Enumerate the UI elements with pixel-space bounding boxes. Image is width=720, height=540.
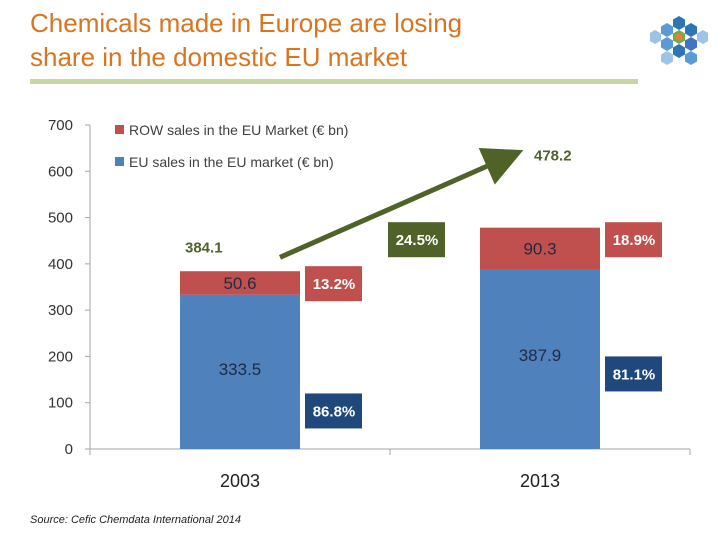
y-tick-label: 200	[48, 348, 73, 365]
bar-eu-2003	[180, 294, 300, 449]
legend-label-eu: EU sales in the EU market (€ bn)	[129, 154, 334, 170]
row-share-label: 13.2%	[313, 276, 356, 293]
y-tick-label: 700	[48, 117, 73, 134]
bar-row-2013	[480, 227, 600, 270]
eu-share-box-bg	[305, 393, 362, 429]
eu-share-label: 81.1%	[613, 366, 656, 383]
eu-share-box: 81.1%	[605, 356, 662, 392]
eu-share-box-bg	[605, 356, 662, 392]
y-tick-label: 0	[65, 441, 73, 458]
title-underline	[30, 79, 638, 84]
row-value-label: 90.3	[523, 240, 556, 259]
source-note: Source: Cefic Chemdata International 201…	[30, 514, 241, 526]
row-share-box: 13.2%	[305, 266, 362, 302]
row-share-box-bg	[605, 222, 662, 258]
title-line-2: share in the domestic EU market	[30, 42, 408, 72]
eu-value-label: 333.5	[219, 360, 262, 379]
legend-swatch-eu	[115, 157, 124, 166]
y-tick-label: 600	[48, 163, 73, 180]
y-tick-label: 500	[48, 210, 73, 227]
bar-eu-2013	[480, 269, 600, 449]
row-share-box-bg	[305, 266, 362, 302]
stacked-bar-chart: 0 100 200 300 400 500 600 700 333.5 50.6 2003 86.8…	[48, 117, 691, 491]
row-share-label: 18.9%	[613, 232, 656, 249]
title-line-1: Chemicals made in Europe are losing	[30, 8, 463, 38]
growth-label: 24.5%	[396, 232, 439, 249]
total-label-2013: 478.2	[534, 148, 572, 165]
slide-title: Chemicals made in Europe are losing shar…	[30, 6, 630, 74]
eu-share-label: 86.8%	[313, 403, 356, 420]
legend-swatch-row	[115, 125, 124, 134]
x-category-label: 2013	[520, 471, 560, 491]
row-share-box: 18.9%	[605, 222, 662, 258]
growth-arrow	[278, 147, 524, 260]
eu-value-label: 387.9	[519, 346, 562, 365]
bar-row-2003	[180, 271, 300, 295]
total-label-2003: 384.1	[185, 240, 223, 257]
growth-box-bg	[388, 222, 445, 258]
y-tick-label: 300	[48, 302, 73, 319]
hexagon-cluster-logo-icon	[650, 16, 708, 65]
chart-legend: ROW sales in the EU Market (€ bn) EU sal…	[115, 122, 348, 170]
row-value-label: 50.6	[223, 274, 256, 293]
y-tick-label: 100	[48, 395, 73, 412]
legend-label-row: ROW sales in the EU Market (€ bn)	[129, 122, 348, 138]
eu-share-box: 86.8%	[305, 393, 362, 429]
growth-box: 24.5%	[388, 222, 445, 258]
y-tick-label: 400	[48, 256, 73, 273]
x-category-label: 2003	[220, 471, 260, 491]
